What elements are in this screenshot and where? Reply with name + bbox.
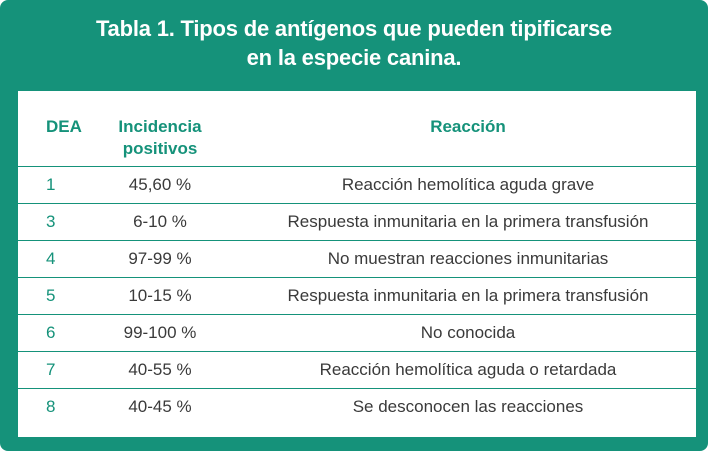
cell-reaction: Reacción hemolítica aguda grave xyxy=(240,166,696,204)
cell-incidence: 10-15 % xyxy=(80,277,240,315)
table-row: 1 45,60 % Reacción hemolítica aguda grav… xyxy=(18,166,696,204)
table-row: 7 40-55 % Reacción hemolítica aguda o re… xyxy=(18,351,696,389)
cell-reaction: Respuesta inmunitaria en la primera tran… xyxy=(240,277,696,315)
cell-incidence: 45,60 % xyxy=(80,166,240,204)
cell-dea: 6 xyxy=(18,314,80,352)
header-incidence: Incidencia positivos xyxy=(80,91,240,167)
cell-incidence: 99-100 % xyxy=(80,314,240,352)
header-incidence-line-2: positivos xyxy=(122,139,198,158)
table-row: 5 10-15 % Respuesta inmunitaria en la pr… xyxy=(18,277,696,315)
header-reaction: Reacción xyxy=(240,91,696,167)
cell-dea: 1 xyxy=(18,166,80,204)
table-row: 3 6-10 % Respuesta inmunitaria en la pri… xyxy=(18,203,696,241)
antigen-table: DEA Incidencia positivos Reacción 1 45,6… xyxy=(18,91,696,425)
table-row: 6 99-100 % No conocida xyxy=(18,314,696,352)
cell-dea: 7 xyxy=(18,351,80,389)
cell-incidence: 40-55 % xyxy=(80,351,240,389)
table-header-row: DEA Incidencia positivos Reacción xyxy=(18,91,696,167)
cell-incidence: 40-45 % xyxy=(128,396,192,416)
header-incidence-line-1: Incidencia xyxy=(118,117,202,136)
table-title-line-2: en la especie canina. xyxy=(246,45,462,70)
table-title: Tabla 1. Tipos de antígenos que pueden t… xyxy=(0,14,708,72)
table-title-line-1: Tabla 1. Tipos de antígenos que pueden t… xyxy=(95,16,613,41)
cell-reaction: No muestran reacciones inmunitarias xyxy=(240,240,696,278)
table-row: 8 40-45 % Se desconocen las reacciones xyxy=(18,388,696,425)
cell-reaction: Reacción hemolítica aguda o retardada xyxy=(240,351,696,389)
cell-dea: 5 xyxy=(18,277,80,315)
cell-dea: 8 xyxy=(46,396,56,416)
cell-reaction: No conocida xyxy=(240,314,696,352)
table-row: 4 97-99 % No muestran reacciones inmunit… xyxy=(18,240,696,278)
cell-incidence: 6-10 % xyxy=(80,203,240,241)
cell-dea: 3 xyxy=(18,203,80,241)
table-panel: DEA Incidencia positivos Reacción 1 45,6… xyxy=(18,91,696,437)
cell-reaction: Respuesta inmunitaria en la primera tran… xyxy=(240,203,696,241)
cell-dea: 4 xyxy=(18,240,80,278)
header-dea: DEA xyxy=(18,91,82,167)
cell-reaction: Se desconocen las reacciones xyxy=(352,396,584,416)
cell-incidence: 97-99 % xyxy=(80,240,240,278)
